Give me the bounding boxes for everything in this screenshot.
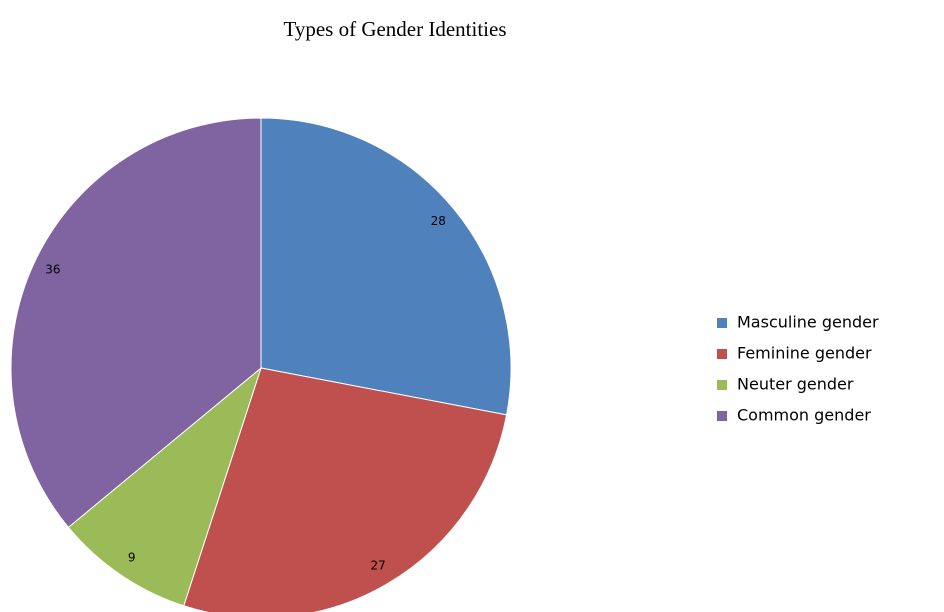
pie-slice: [10, 117, 262, 529]
pie-slice: [183, 367, 508, 612]
data-label: 9: [128, 551, 136, 565]
legend-swatch: [717, 380, 727, 390]
legend-label: Feminine gender: [737, 344, 872, 363]
legend-swatch: [717, 411, 727, 421]
pie-slice: [67, 366, 263, 607]
legend-label: Common gender: [737, 406, 871, 425]
pie-slice: [260, 117, 512, 416]
legend-swatch: [717, 349, 727, 359]
legend-swatch: [717, 318, 727, 328]
data-label: 36: [45, 263, 60, 277]
chart-title: Types of Gender Identities: [283, 17, 506, 41]
data-label: 27: [370, 558, 385, 572]
legend-label: Masculine gender: [737, 313, 879, 332]
legend-label: Neuter gender: [737, 375, 854, 394]
data-label: 28: [431, 214, 446, 228]
